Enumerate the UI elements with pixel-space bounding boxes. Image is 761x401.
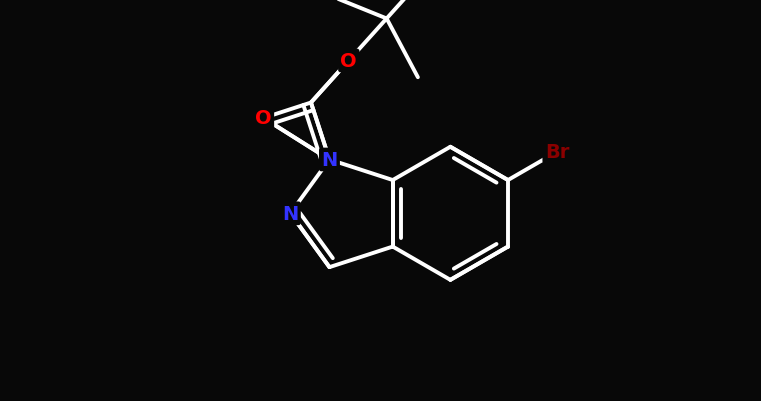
Text: O: O	[255, 109, 272, 128]
Text: N: N	[282, 204, 298, 223]
Text: N: N	[321, 151, 338, 170]
Text: Br: Br	[545, 143, 569, 162]
Text: O: O	[340, 52, 357, 71]
